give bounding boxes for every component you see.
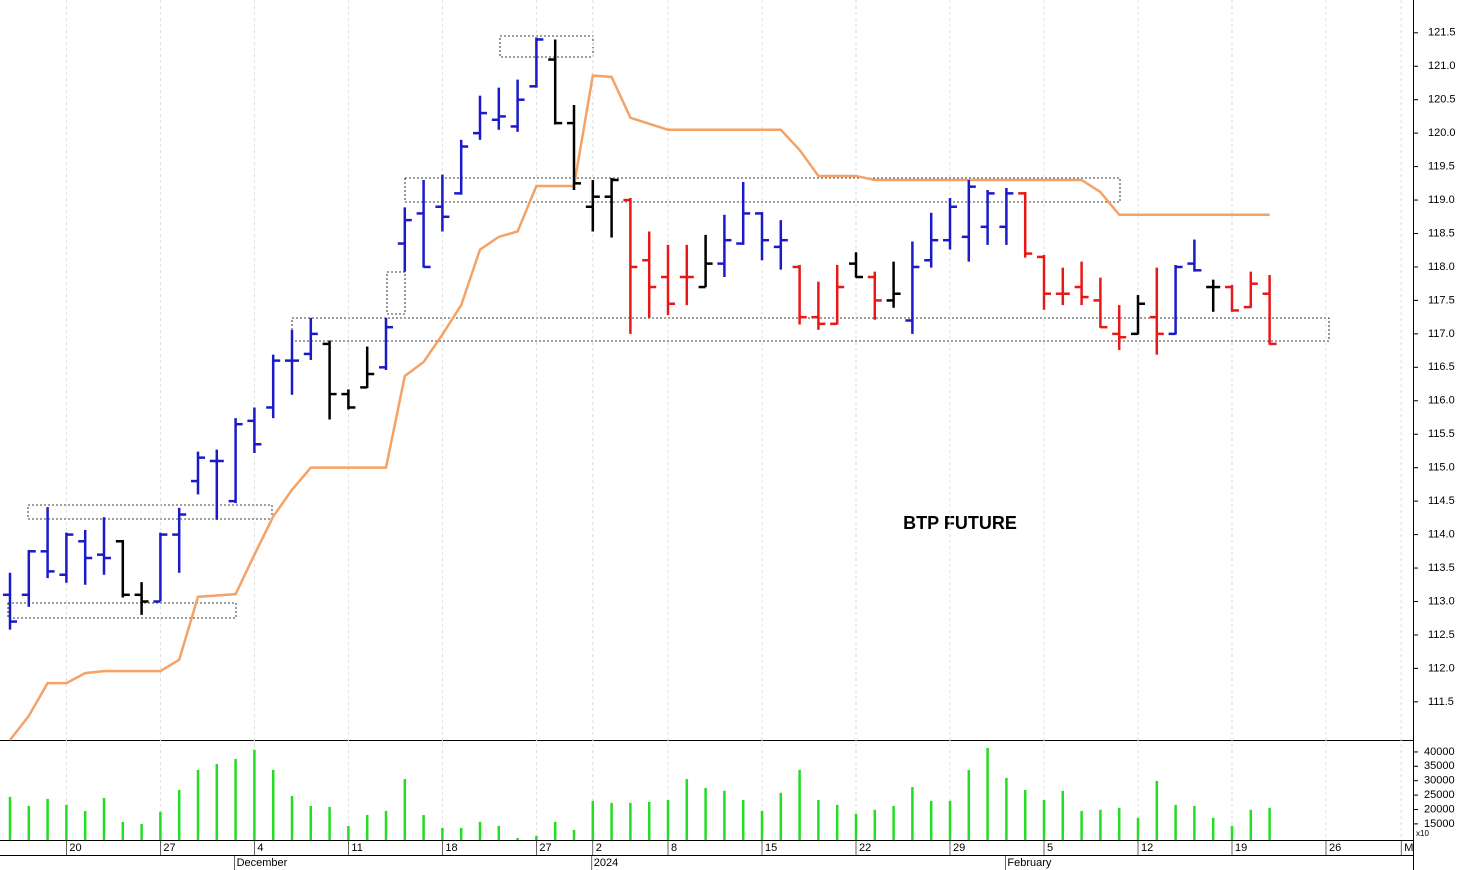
y-tick-label: 121.0	[1428, 60, 1456, 72]
y-tick-label: 118.0	[1428, 261, 1455, 273]
x-tick-label: 11	[351, 842, 362, 854]
y-tick-label: 30000	[1424, 775, 1455, 787]
volume-unit: x10	[1416, 829, 1429, 838]
y-tick-label: 112.5	[1428, 629, 1455, 641]
y-tick-label: 118.5	[1428, 227, 1455, 239]
y-tick-label: 119.5	[1428, 161, 1455, 173]
y-tick-label: 112.0	[1428, 662, 1455, 674]
y-tick-label: 114.5	[1428, 495, 1455, 507]
range-box	[7, 602, 237, 619]
x-tick-label: 27	[539, 842, 551, 854]
x-tick-label: 8	[671, 842, 677, 854]
y-tick-label: 113.5	[1428, 562, 1455, 574]
x-tick-label: 29	[953, 842, 965, 854]
y-tick-label: 119.0	[1428, 194, 1455, 206]
y-tick-label: 116.5	[1428, 361, 1455, 373]
month-label: December	[237, 857, 288, 869]
y-tick-label: 20000	[1424, 803, 1455, 815]
range-box	[291, 317, 1330, 342]
x-tick-label: 26	[1329, 842, 1341, 854]
range-box	[27, 504, 273, 520]
y-tick-label: 35000	[1424, 760, 1455, 772]
x-tick-label: 20	[69, 842, 81, 854]
y-tick-label: 25000	[1424, 789, 1455, 801]
y-tick-label: 114.0	[1428, 528, 1455, 540]
x-tick-label: 27	[163, 842, 175, 854]
x-tick-label: 5	[1047, 842, 1053, 854]
y-tick-label: 121.5	[1428, 27, 1456, 39]
range-boxes	[7, 35, 1330, 619]
y-tick-label: 115.5	[1428, 428, 1455, 440]
x-tick-label: M	[1404, 842, 1413, 854]
y-tick-label: 117.0	[1428, 328, 1455, 340]
x-tick-label: 15	[765, 842, 777, 854]
month-label: 2024	[594, 857, 618, 869]
month-label: February	[1007, 857, 1052, 869]
y-tick-label: 111.5	[1428, 696, 1454, 708]
y-tick-label: 117.5	[1428, 294, 1455, 306]
x-tick-label: 12	[1141, 842, 1153, 854]
range-box	[404, 177, 1121, 203]
y-tick-label: 120.5	[1428, 94, 1456, 106]
y-tick-label: 120.0	[1428, 127, 1456, 139]
y-tick-label: 15000	[1424, 818, 1455, 830]
y-tick-label: 115.0	[1428, 462, 1455, 474]
range-box	[499, 35, 594, 58]
x-tick-label: 18	[445, 842, 457, 854]
annotation: BTP FUTURE	[903, 513, 1017, 533]
range-box	[386, 271, 406, 315]
y-tick-label: 40000	[1424, 746, 1455, 758]
y-tick-label: 116.0	[1428, 395, 1455, 407]
y-tick-label: 113.0	[1428, 595, 1455, 607]
stop-line	[9, 74, 1270, 741]
x-tick-label: 22	[859, 842, 871, 854]
x-tick-label: 4	[257, 842, 263, 854]
x-tick-label: 19	[1235, 842, 1247, 854]
x-tick-label: 2	[596, 842, 602, 854]
